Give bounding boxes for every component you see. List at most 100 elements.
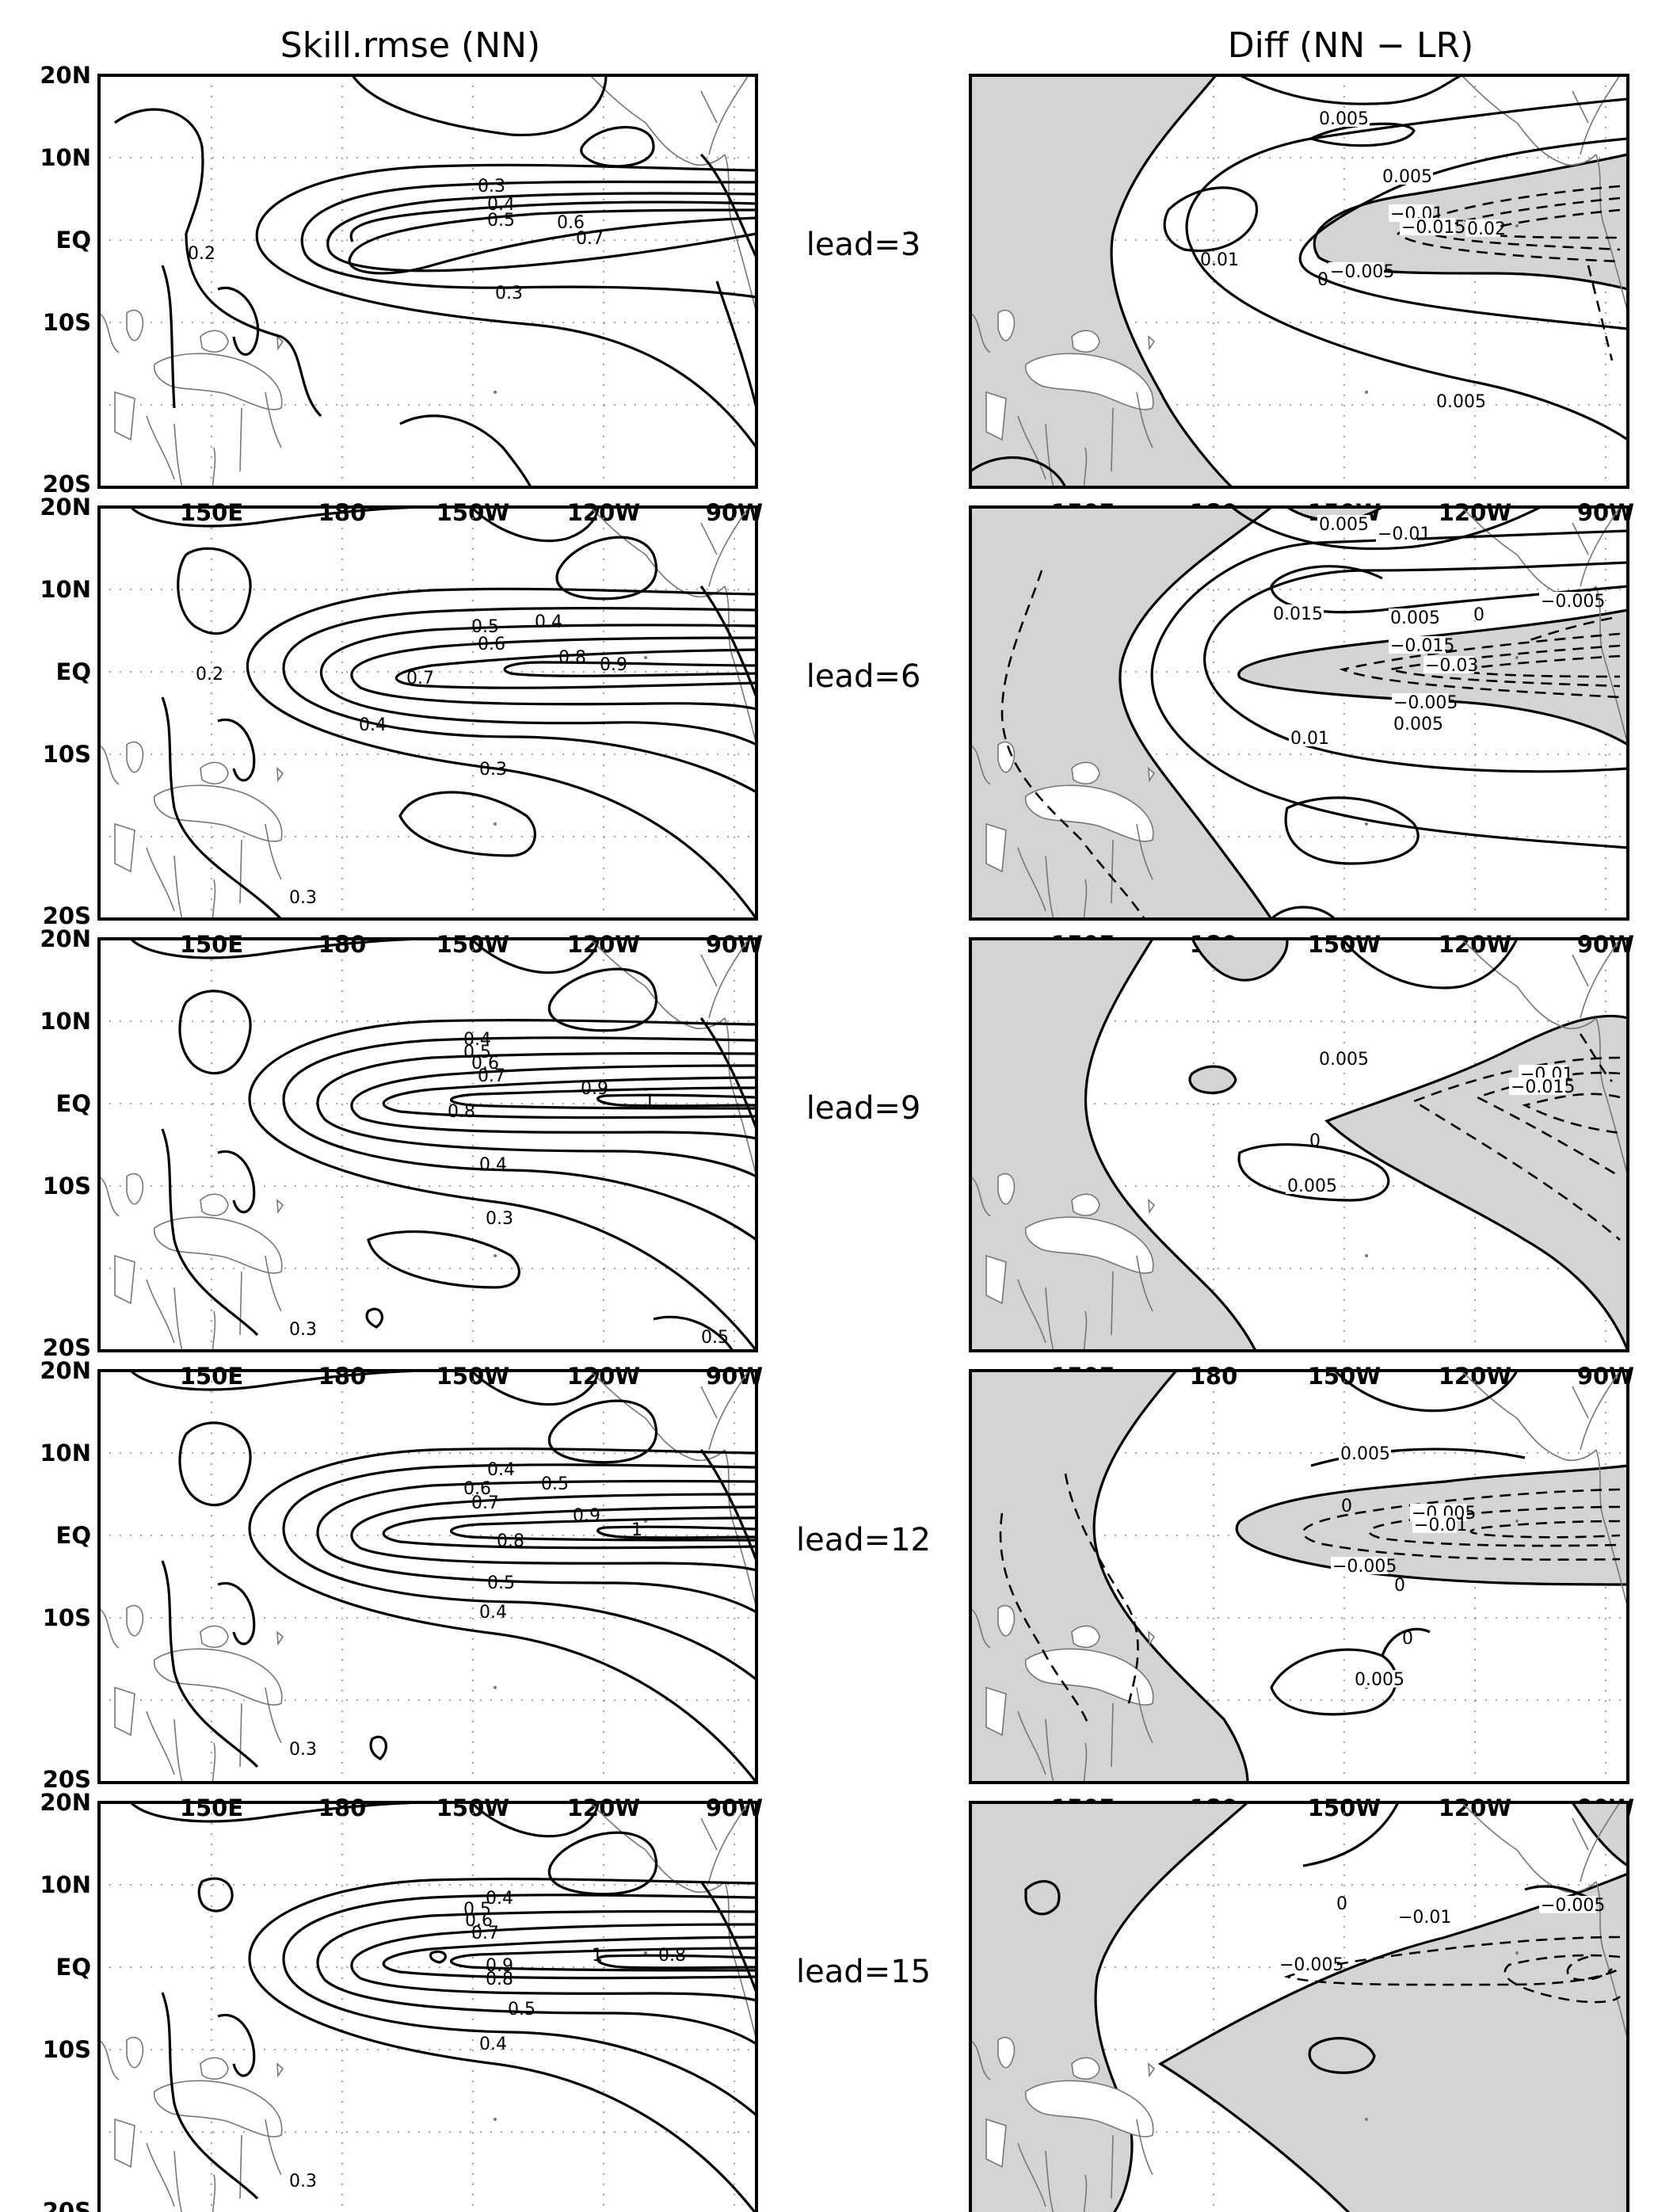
diff-labels-lead-9: 0.005 −0.01 −0.015 0 0.005 xyxy=(1286,1050,1575,1196)
diff-labels-lead-6: 0.005 −0.01 0.015 0.005 0 −0.005 −0.015 … xyxy=(1271,515,1605,749)
contour-label: 0.005 xyxy=(1436,392,1486,412)
lat-tick: EQ xyxy=(56,1954,91,1981)
lon-axis-left-row-1: 150E 180 150W 120W 90W xyxy=(180,499,763,526)
contour-label: 0.5 xyxy=(471,617,499,637)
diff-labels-lead-3: 0.005 0.005 −0.01 −0.015 0.02 0.01 0 −0.… xyxy=(1200,109,1506,412)
contour-label: 0.5 xyxy=(487,1573,515,1593)
contour-label: −0.005 xyxy=(1330,262,1394,282)
lon-tick: 150W xyxy=(1308,931,1382,958)
contour-label: −0.005 xyxy=(1279,1955,1343,1975)
contour-label: 0 xyxy=(1402,1629,1413,1649)
lat-tick: 20S xyxy=(43,2198,91,2212)
contour-label: 0.015 xyxy=(1273,604,1323,624)
lon-tick: 150W xyxy=(436,1363,510,1390)
contour-label: 0.4 xyxy=(486,1889,513,1909)
panel-row-5: 0.4 0.5 0.6 0.7 0.9 1 0.8 0.8 0.5 0.4 0.… xyxy=(40,1789,1629,2212)
contour-label: 0.3 xyxy=(479,760,507,780)
contour-label: 0.7 xyxy=(478,1066,505,1086)
contour-label: 0.005 xyxy=(1319,1050,1369,1070)
contour-label: −0.005 xyxy=(1393,693,1458,713)
lon-tick: 150W xyxy=(436,499,510,526)
contour-label: 0.9 xyxy=(573,1506,600,1526)
contour-label: −0.005 xyxy=(1541,592,1605,612)
contour-label: 0.005 xyxy=(1287,1177,1337,1196)
contour-label: 0.2 xyxy=(196,665,223,685)
contour-label: 0.5 xyxy=(508,2000,535,2019)
lon-tick: 150E xyxy=(180,931,243,958)
contour-label: 0 xyxy=(1309,1131,1321,1151)
panel-row-4: 0.4 0.5 0.6 0.7 0.9 1 0.8 0.5 0.4 0.3 20… xyxy=(40,1357,1634,1821)
lat-tick: 10N xyxy=(40,1440,91,1466)
contour-label: 0.005 xyxy=(1393,715,1443,734)
panel-row-2: 0.5 0.4 0.6 0.8 0.9 0.7 0.2 0.4 0.3 0.3 … xyxy=(40,494,1634,958)
contour-label: 0.5 xyxy=(701,1328,729,1348)
diff-map-lead-6: 0.005 −0.01 0.015 0.005 0 −0.005 −0.015 … xyxy=(969,505,1629,921)
lat-tick: 20S xyxy=(43,1334,91,1361)
lat-tick: 20N xyxy=(40,1357,91,1384)
lon-tick: 120W xyxy=(567,1363,641,1390)
contour-label: 0.8 xyxy=(558,648,586,668)
lon-tick: 150E xyxy=(180,499,243,526)
contour-label: 0.8 xyxy=(497,1531,524,1551)
contour-label: 0.5 xyxy=(463,1043,491,1062)
contour-label: 0.7 xyxy=(576,229,604,249)
contour-label: 0.5 xyxy=(487,211,515,231)
lat-tick: 10S xyxy=(43,1173,91,1199)
rmse-map-lead-15: 0.4 0.5 0.6 0.7 0.9 1 0.8 0.8 0.5 0.4 0.… xyxy=(97,1801,758,2212)
lat-tick: 20S xyxy=(43,1766,91,1793)
lat-tick: EQ xyxy=(56,1090,91,1117)
contour-label: −0.015 xyxy=(1401,218,1465,238)
lat-axis-left-row-5: 20N 10N EQ 10S 20S xyxy=(40,1789,91,2212)
contour-label: 0.3 xyxy=(289,888,317,908)
lon-tick: 120W xyxy=(567,1794,641,1821)
lon-tick: 150E xyxy=(180,1363,243,1390)
lon-tick: 120W xyxy=(1439,1363,1512,1390)
diff-map-lead-9: 0.005 −0.01 −0.015 0 0.005 xyxy=(969,937,1629,1352)
lat-tick: 20N xyxy=(40,925,91,952)
lat-tick: EQ xyxy=(56,1522,91,1549)
contour-label: 0.005 xyxy=(1390,608,1440,628)
contour-label: 0.6 xyxy=(557,213,585,233)
lon-tick: 90W xyxy=(1577,1363,1634,1390)
contour-label: −0.015 xyxy=(1511,1077,1575,1097)
contour-label: 0.3 xyxy=(478,177,505,196)
contour-label: 1 xyxy=(644,1092,655,1112)
lat-tick: EQ xyxy=(56,658,91,685)
contour-label: 0.7 xyxy=(406,669,434,688)
contour-label: −0.005 xyxy=(1332,1557,1397,1577)
contour-label: 0.5 xyxy=(463,1900,491,1920)
rmse-labels-lead-15: 0.4 0.5 0.6 0.7 0.9 1 0.8 0.8 0.5 0.4 0.… xyxy=(289,1889,686,2191)
contour-label: 0.005 xyxy=(1382,167,1432,187)
lon-tick: 120W xyxy=(1439,1794,1512,1821)
contour-label: 0.6 xyxy=(471,1054,499,1074)
contour-label: 0.8 xyxy=(448,1102,475,1122)
contour-label: 0.005 xyxy=(1319,515,1369,535)
contour-label: 0.7 xyxy=(471,1493,499,1513)
lon-tick: 150W xyxy=(1308,1363,1382,1390)
contour-label: 0.3 xyxy=(486,1209,513,1229)
lead-label: lead=12 xyxy=(796,1522,931,1558)
rmse-map-lead-3: 0.3 0.4 0.5 0.6 0.7 0.2 0.3 xyxy=(97,74,758,489)
contour-label: 0.8 xyxy=(486,1970,513,1989)
right-column-title: Diff (NN − LR) xyxy=(1228,25,1474,66)
lon-tick: 90W xyxy=(706,1363,763,1390)
lat-tick: 10S xyxy=(43,1604,91,1631)
contour-label: 0.4 xyxy=(535,612,562,632)
lat-tick: EQ xyxy=(56,227,91,254)
contour-label: 0.01 xyxy=(1290,729,1329,749)
rmse-labels-lead-6: 0.5 0.4 0.6 0.8 0.9 0.7 0.2 0.4 0.3 0.3 xyxy=(196,612,627,908)
rmse-map-lead-6: 0.5 0.4 0.6 0.8 0.9 0.7 0.2 0.4 0.3 0.3 xyxy=(97,505,758,921)
diff-map-lead-3: 0.005 0.005 −0.01 −0.015 0.02 0.01 0 −0.… xyxy=(969,74,1629,489)
lat-tick: 10S xyxy=(43,2036,91,2063)
contour-label: 0.7 xyxy=(471,1924,499,1943)
panel-row-3: 0.4 0.5 0.6 0.7 0.9 1 0.8 0.4 0.3 0.3 0.… xyxy=(40,925,1634,1390)
rmse-map-lead-9: 0.4 0.5 0.6 0.7 0.9 1 0.8 0.4 0.3 0.3 0.… xyxy=(97,937,758,1352)
lon-axis-left-row-4: 150E 180 150W 120W 90W xyxy=(180,1794,763,1821)
diff-map-lead-15: 0 −0.01 −0.005 −0.005 xyxy=(969,1801,1629,2212)
contour-label: 0.4 xyxy=(479,1155,507,1175)
lon-tick: 150W xyxy=(436,1794,510,1821)
contour-label: 0.4 xyxy=(479,1603,507,1623)
contour-label: 0.6 xyxy=(478,635,505,654)
diff-labels-lead-12: 0.005 0 −0.005 −0.01 −0.005 0 0 0.005 xyxy=(1331,1444,1476,1690)
